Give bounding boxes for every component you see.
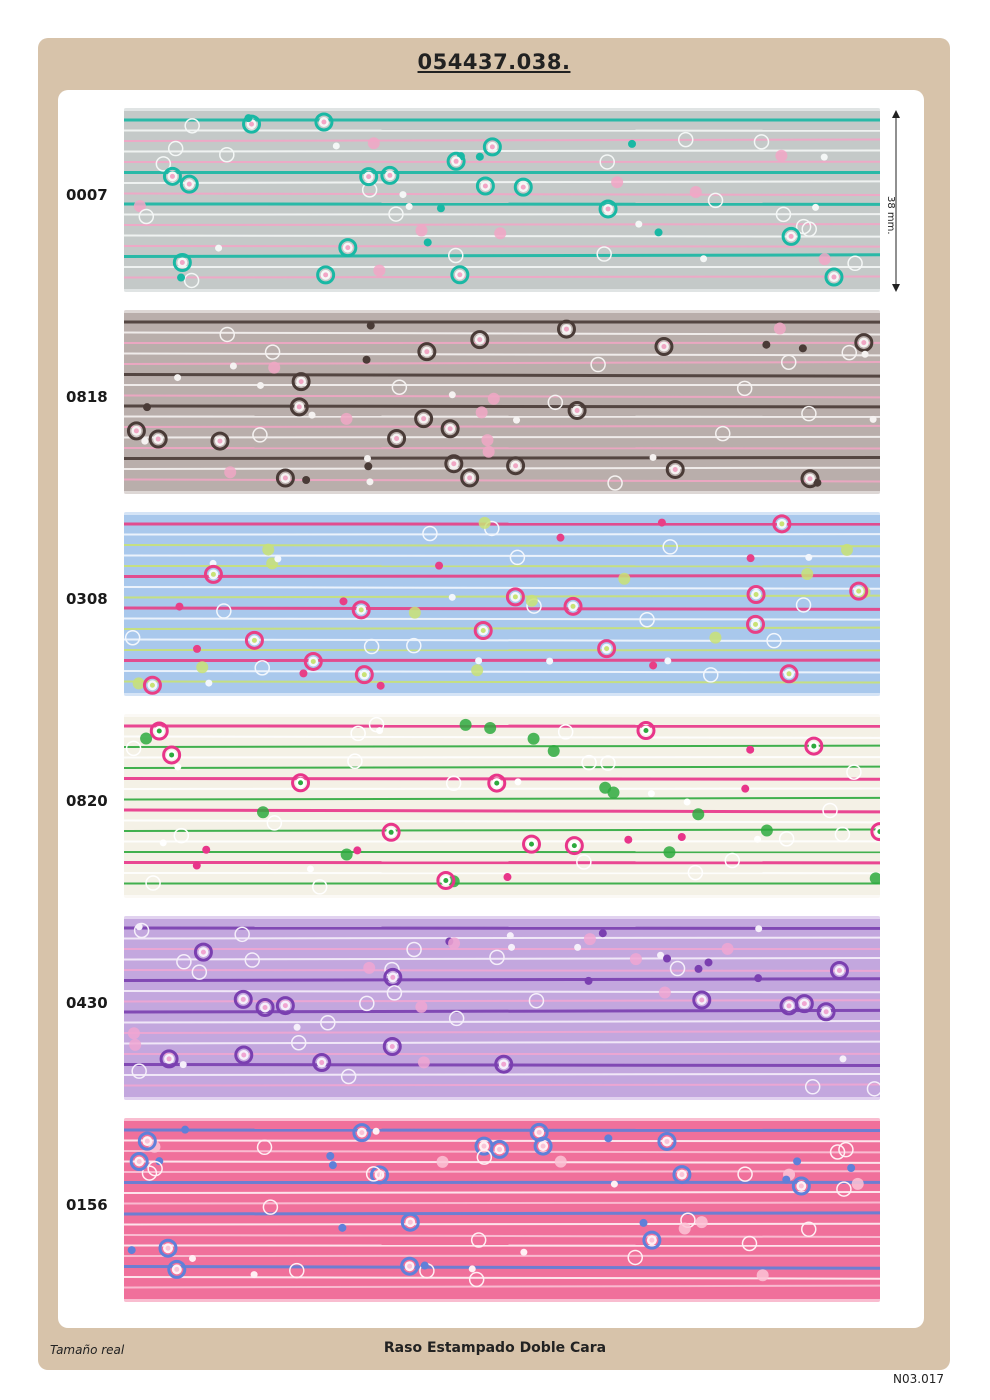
ribbon-code: 0308 bbox=[66, 590, 108, 608]
ribbon-code: 0820 bbox=[66, 792, 108, 810]
width-measure-label: 38 mm. bbox=[885, 196, 896, 235]
ribbon-swatch bbox=[124, 916, 880, 1100]
footer-product-description: Raso Estampado Doble Cara bbox=[383, 1340, 607, 1356]
ribbon-code: 0156 bbox=[66, 1196, 108, 1214]
ribbon-panel: 0007 38 mm. 0818 0308 0820 0430 0 bbox=[58, 90, 924, 1328]
ribbon-swatch bbox=[124, 714, 880, 898]
ribbon-row: 0820 bbox=[58, 714, 924, 898]
ribbon-swatch bbox=[124, 1118, 880, 1302]
ribbon-row: 0156 bbox=[58, 1118, 924, 1302]
ribbon-row: 0007 38 mm. bbox=[58, 108, 924, 292]
ribbon-swatch bbox=[124, 108, 880, 292]
ribbon-code: 0430 bbox=[66, 994, 108, 1012]
ribbon-swatch bbox=[124, 512, 880, 696]
catalog-frame: 054437.038. 0007 38 mm. 0818 0308 0820 0… bbox=[38, 38, 950, 1370]
page-code: N03.017 bbox=[893, 1372, 944, 1386]
ribbon-row: 0818 bbox=[58, 310, 924, 494]
ribbon-row: 0308 bbox=[58, 512, 924, 696]
page-title: 054437.038. bbox=[417, 50, 571, 74]
ribbon-swatch bbox=[124, 310, 880, 494]
footer-actual-size-note: Tamaño real bbox=[50, 1343, 125, 1357]
ribbon-code: 0007 bbox=[66, 186, 108, 204]
ribbon-row: 0430 bbox=[58, 916, 924, 1100]
ribbon-code: 0818 bbox=[66, 388, 108, 406]
width-measure-arrow bbox=[892, 110, 900, 292]
